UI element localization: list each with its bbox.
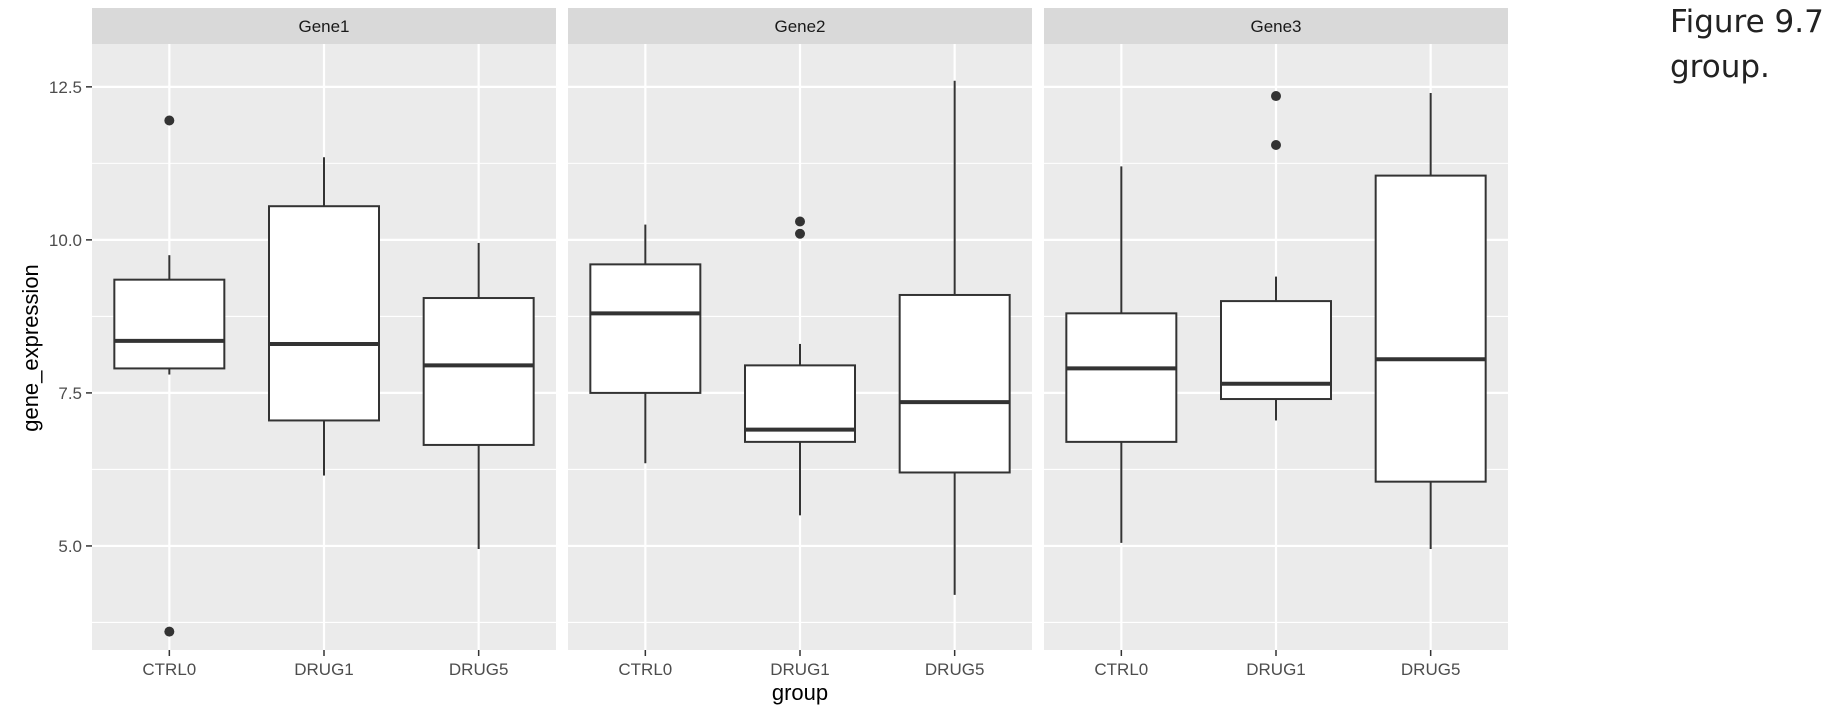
facet-panel-gene1: Gene1 CTRL0 DRUG1 DRUG5: [92, 8, 556, 679]
x-tick-label: DRUG1: [1246, 660, 1306, 679]
x-tick-label: DRUG5: [1401, 660, 1461, 679]
x-tick-label: CTRL0: [618, 660, 672, 679]
x-axis-title: group: [772, 680, 828, 705]
box-gene2-drug1: [744, 216, 856, 516]
figure-caption: Figure 9.7: group.: [1670, 0, 1824, 90]
x-tick-label: DRUG5: [925, 660, 985, 679]
box-gene3-drug1: [1220, 91, 1332, 421]
box-gene3-drug5: [1374, 92, 1487, 549]
outlier-point: [795, 228, 805, 239]
y-tick-label: 5.0: [58, 537, 82, 556]
box-gene1-ctrl0: [113, 115, 226, 637]
figure-caption-line-2: group.: [1670, 49, 1770, 85]
figure-caption-line-1: Figure 9.7:: [1670, 4, 1824, 40]
y-axis-title: gene_expression: [18, 264, 43, 432]
facet-strip: [568, 8, 1032, 44]
x-tick-label: DRUG5: [449, 660, 509, 679]
facet-strip: [92, 8, 556, 44]
box-iqr: [1065, 312, 1178, 443]
box-iqr: [268, 205, 380, 422]
box-iqr: [422, 297, 535, 446]
y-tick-label: 7.5: [58, 384, 82, 403]
box-gene1-drug5: [422, 242, 535, 549]
box-gene2-drug5: [898, 80, 1011, 595]
box-iqr: [898, 293, 1011, 474]
outlier-point: [164, 115, 175, 126]
box-iqr: [113, 278, 226, 370]
x-tick-label: CTRL0: [1094, 660, 1148, 679]
y-tick-label: 10.0: [49, 231, 82, 250]
x-tick-label: CTRL0: [142, 660, 196, 679]
facet-strip: [1044, 8, 1508, 44]
outlier-point: [1271, 140, 1281, 150]
y-tick-label: 12.5: [49, 78, 82, 97]
facet-strip-label: Gene2: [774, 17, 825, 36]
facet-strip-label: Gene3: [1250, 17, 1301, 36]
outlier-point: [164, 626, 175, 637]
x-tick-label: DRUG1: [770, 660, 830, 679]
outlier-point: [1271, 91, 1281, 102]
box-gene2-ctrl0: [589, 224, 702, 464]
facet-panel-gene2: Gene2 CTRL0 DRUG1 DRUG5: [568, 8, 1032, 679]
outlier-point: [795, 216, 805, 227]
x-tick-label: DRUG1: [294, 660, 354, 679]
box-iqr: [1374, 174, 1487, 483]
box-gene3-ctrl0: [1065, 166, 1178, 543]
y-axis: 5.0 7.5 10.0 12.5: [49, 78, 92, 556]
facet-panel-gene3: Gene3 CTRL0 DRUG1 DRUG5: [1044, 8, 1508, 679]
facet-strip-label: Gene1: [298, 17, 349, 36]
box-gene1-drug1: [268, 157, 380, 476]
box-iqr: [589, 263, 702, 394]
